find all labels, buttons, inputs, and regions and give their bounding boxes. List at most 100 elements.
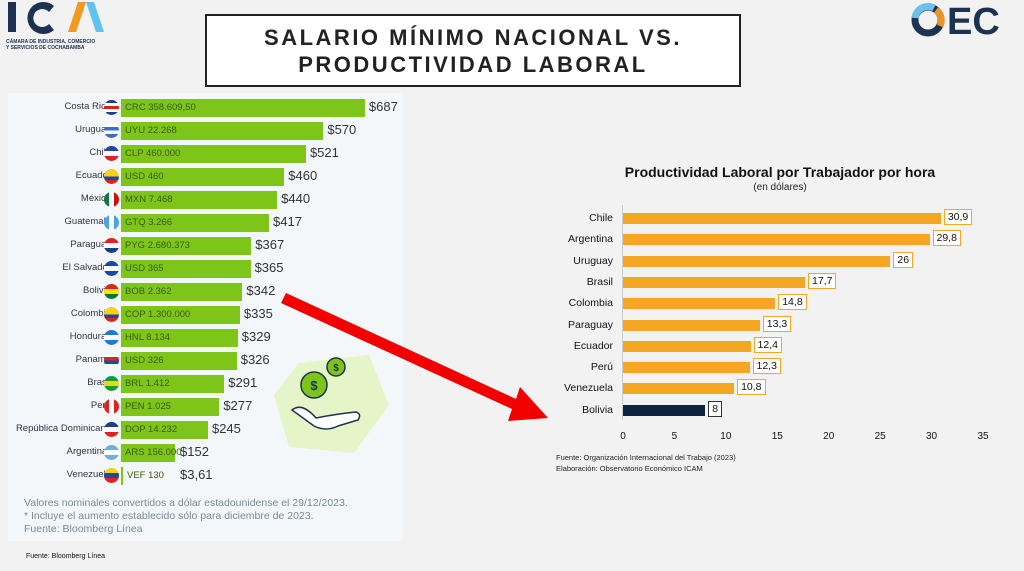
country-label: Honduras [69, 331, 111, 342]
local-currency-label: USD 365 [125, 263, 164, 274]
local-currency-label: ARS 156.000 [125, 447, 182, 458]
country-label: Brasil [87, 377, 111, 388]
productivity-bar [623, 362, 750, 374]
productivity-bar [623, 255, 891, 267]
local-currency-label: MXN 7.468 [125, 194, 173, 205]
x-tick-label: 20 [823, 431, 835, 442]
productivity-bar [623, 213, 941, 224]
caption-line: CÁMARA DE INDUSTRIA, COMERCIO [6, 39, 96, 45]
usd-value-label: $417 [273, 214, 302, 229]
svg-text:$: $ [333, 363, 339, 374]
flag-icon [104, 100, 119, 115]
usd-value-label: $335 [243, 306, 273, 321]
productivity-value-label: 8 [708, 400, 723, 417]
x-tick-label: 35 [977, 431, 989, 442]
footer-source: Fuente: Bloomberg Línea [26, 553, 105, 560]
wage-row: México MXN 7.468 $440 [8, 191, 403, 209]
productivity-country-label: Argentina [568, 233, 613, 246]
wage-bar: HNL 8.134 [121, 329, 238, 347]
title-box: SALARIO MÍNIMO NACIONAL VS. PRODUCTIVIDA… [205, 14, 741, 87]
country-label: Costa Rica [64, 101, 111, 112]
productivity-value-label: 29,8 [932, 230, 961, 247]
icam-caption: CÁMARA DE INDUSTRIA, COMERCIO Y SERVICIOS… [6, 39, 116, 51]
productivity-country-label: Uruguay [573, 254, 613, 267]
wage-row: Perú PEN 1.025 $277 [8, 398, 403, 416]
wage-row: República Dominicana DOP 14.232 $245 [8, 421, 403, 439]
local-currency-label: COP 1.300.000 [125, 309, 191, 320]
productivity-value-label: 13,3 [762, 315, 792, 332]
productivity-country-label: Colombia [568, 297, 613, 310]
x-tick-label: 15 [771, 431, 783, 442]
flag-icon [104, 146, 119, 161]
x-tick-label: 10 [720, 431, 732, 442]
usd-value-label: $3,61 [180, 467, 213, 482]
wage-bar: COP 1.300.000 [121, 306, 240, 324]
red-arrow-icon [281, 293, 548, 421]
usd-value-label: $245 [211, 421, 241, 436]
y-axis-line [622, 205, 623, 420]
usd-value-label: $152 [180, 444, 209, 459]
money-hand-illustration: $ $ [274, 355, 389, 460]
wage-row: Bolivia BOB 2.362 $342 [8, 283, 403, 301]
local-currency-label: DOP 14.232 [125, 424, 178, 435]
local-currency-label: PYG 2.680.373 [125, 240, 190, 251]
wage-row: Colombia COP 1.300.000 $335 [8, 306, 403, 324]
productivity-country-label: Chile [589, 212, 613, 224]
flag-icon [104, 261, 119, 276]
flag-icon [104, 468, 119, 483]
productivity-bar [623, 234, 930, 246]
local-currency-label: PEN 1.025 [125, 401, 171, 412]
productivity-value-label: 26 [893, 251, 914, 268]
country-label: Perú [90, 400, 111, 411]
flag-icon [104, 284, 119, 299]
flag-icon [104, 307, 119, 322]
wage-bar: USD 460 [121, 168, 285, 186]
title-line-1: SALARIO MÍNIMO NACIONAL VS. [264, 24, 682, 50]
flag-icon [104, 422, 119, 437]
wage-bar: BRL 1.412 [121, 375, 225, 393]
flag-icon [104, 215, 119, 230]
local-currency-label: BOB 2.362 [125, 286, 172, 297]
flag-icon [104, 399, 119, 414]
wage-bar: PYG 2.680.373 [121, 237, 252, 255]
wage-row: Ecuador USD 460 $460 [8, 168, 403, 186]
productivity-country-label: Perú [590, 361, 613, 374]
usd-value-label: $342 [246, 283, 276, 298]
country-label: Venezuela [66, 469, 111, 480]
productivity-chart-subtitle: (en dólares) [753, 182, 807, 193]
usd-value-label: $460 [288, 168, 318, 183]
wage-bar: VEF 130 [121, 467, 164, 485]
wage-bar: USD 326 [121, 352, 237, 370]
productivity-value-label: 12,4 [753, 336, 782, 353]
local-currency-label: HNL 8.134 [125, 332, 171, 343]
productivity-value-label: 14,8 [778, 294, 807, 311]
x-tick-label: 0 [620, 431, 626, 442]
productivity-country-label: Bolivia [582, 403, 613, 416]
wage-bar: ARS 156.000 [121, 444, 182, 462]
wage-bar: UYU 22.268 [121, 122, 324, 140]
productivity-bar [623, 340, 751, 352]
oec-logo: EC [910, 1, 1018, 47]
usd-value-label: $365 [254, 260, 284, 275]
productivity-bar [623, 404, 706, 416]
productivity-country-label: Venezuela [563, 382, 613, 395]
productivity-country-label: Ecuador [573, 339, 613, 352]
flag-icon [104, 376, 119, 391]
productivity-chart-title: Productividad Laboral por Trabajador por… [624, 164, 936, 180]
local-currency-label: GTQ 3.266 [125, 217, 172, 228]
country-label: Paraguay [70, 239, 111, 250]
country-label: República Dominicana [15, 423, 111, 434]
svg-text:$: $ [310, 378, 318, 393]
local-currency-label: CLP 460.000 [125, 148, 181, 159]
wage-row: Costa Rica CRC 358.609,50 $687 [8, 99, 403, 117]
wage-bar: CLP 460.000 [121, 145, 306, 163]
wage-row: Panamá USD 326 $326 [8, 352, 403, 370]
usd-value-label: $570 [327, 122, 357, 137]
svg-text:EC: EC [947, 2, 1000, 42]
usd-value-label: $326 [240, 352, 270, 367]
country-label: Chile [89, 147, 111, 158]
country-label: Uruguay [75, 124, 111, 135]
usd-value-label: $291 [228, 375, 258, 390]
flag-icon [104, 330, 119, 345]
productivity-value-label: 10,8 [737, 379, 766, 396]
